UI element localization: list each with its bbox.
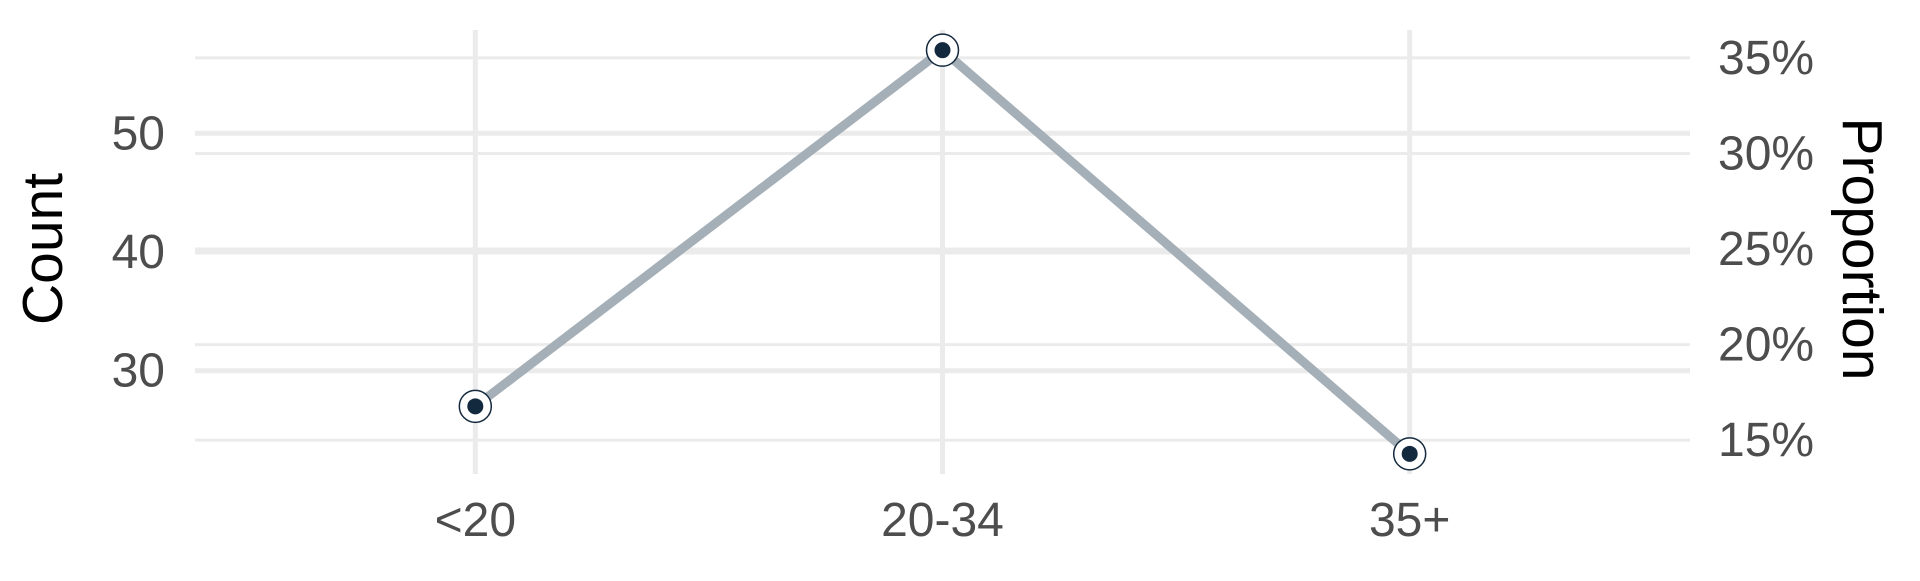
y2-tick-label: 15% [1718, 414, 1814, 467]
y2-tick-label: 30% [1718, 127, 1814, 180]
data-point [1392, 437, 1427, 471]
x-tick-label: 20-34 [881, 494, 1004, 547]
y-tick-label: 50 [112, 107, 165, 160]
data-point-dot [934, 42, 951, 59]
y2-axis-title: Proportion [1830, 118, 1894, 381]
y-tick-label: 30 [112, 345, 165, 398]
data-point [458, 389, 493, 424]
grid-layer [195, 30, 1690, 474]
y2-tick-label: 20% [1718, 319, 1814, 372]
x-tick-label: 35+ [1369, 494, 1450, 547]
y2-tick-label: 35% [1718, 32, 1814, 85]
data-point-dot [1401, 445, 1418, 462]
y-tick-label: 40 [112, 226, 165, 279]
y-axis-title: Count [11, 173, 75, 325]
data-layer [458, 33, 1427, 471]
data-point [925, 33, 960, 67]
x-tick-label: <20 [435, 494, 516, 547]
y2-tick-label: 25% [1718, 223, 1814, 276]
label-layer: 30 40 50 15% 20% 25% 30% 35% <20 20-34 35+ [112, 32, 1814, 547]
data-point-dot [467, 398, 484, 415]
